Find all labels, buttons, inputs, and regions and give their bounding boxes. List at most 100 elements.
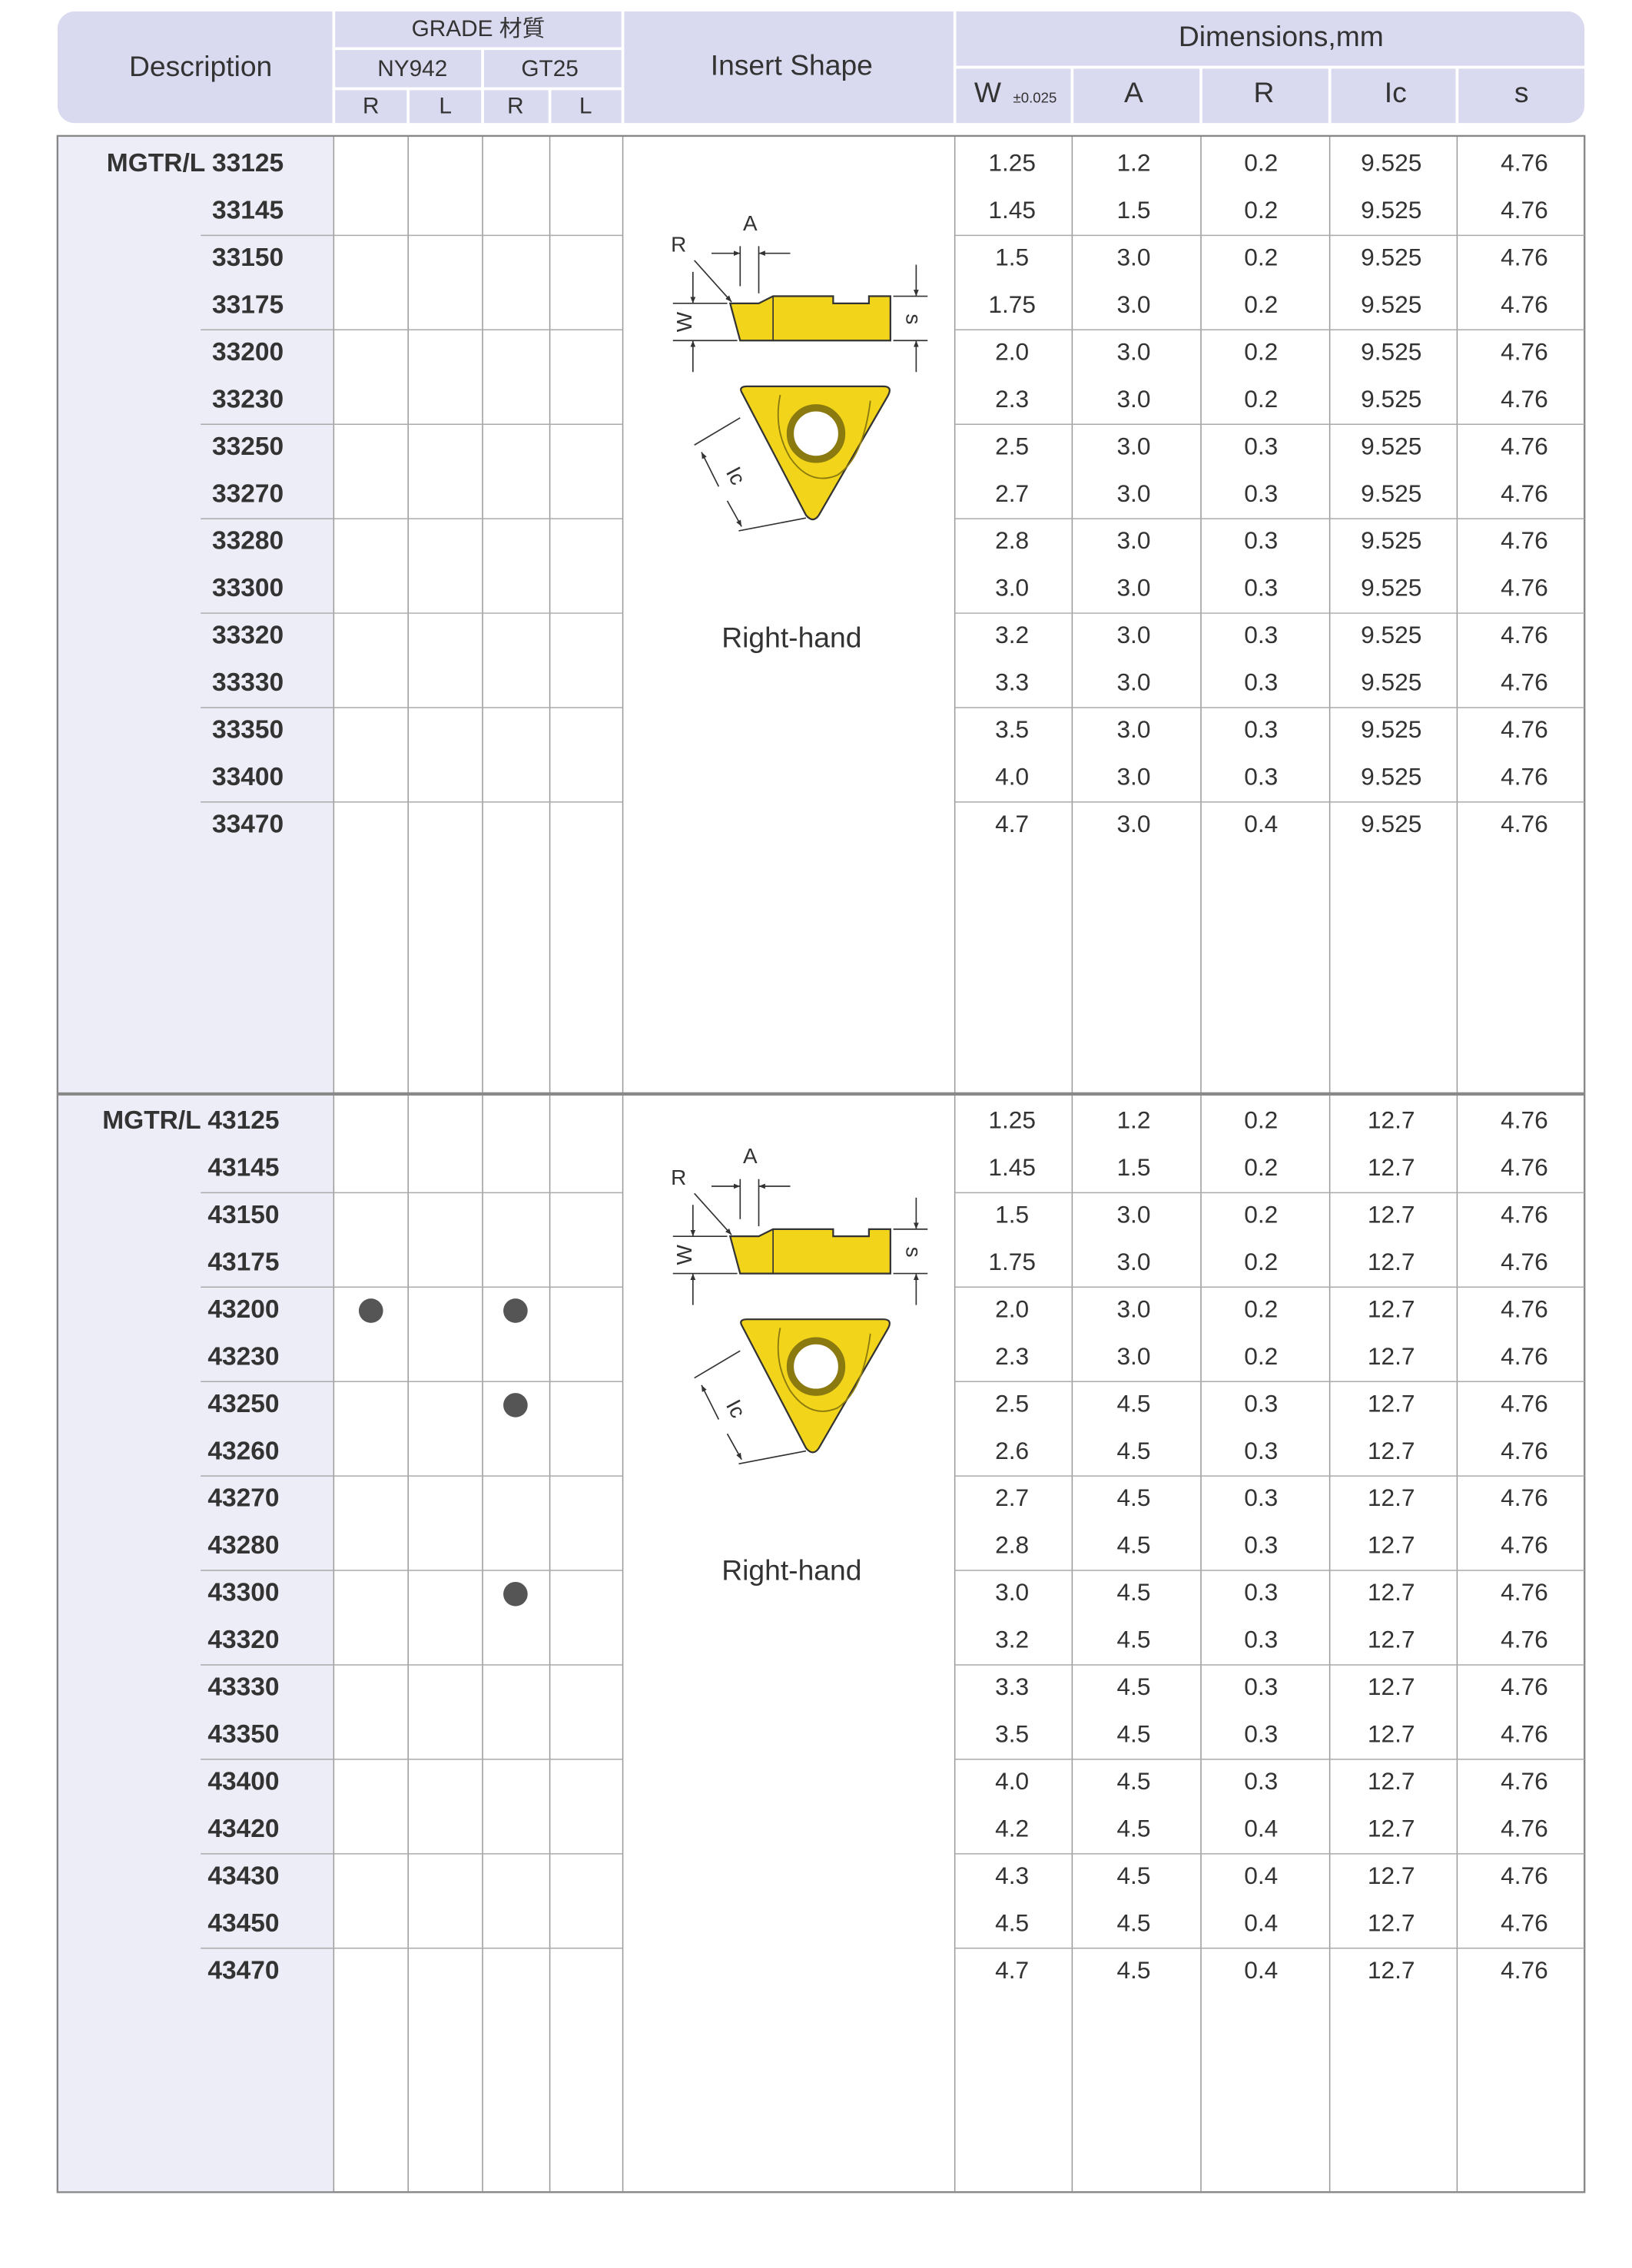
dim-value: 12.7	[1368, 1106, 1415, 1134]
dim-value: 4.76	[1501, 290, 1548, 318]
dim-value: 4.5	[1116, 1578, 1150, 1606]
dim-value: 12.7	[1368, 1531, 1415, 1559]
header-insert-shape: Insert Shape	[711, 48, 873, 81]
dim-value: 3.0	[995, 574, 1029, 602]
dim-value: 3.0	[1116, 479, 1150, 507]
dim-value: 4.76	[1501, 1720, 1548, 1748]
dim-value: 2.6	[995, 1437, 1029, 1464]
dim-value: 4.2	[995, 1814, 1029, 1842]
dim-value: 1.75	[988, 1248, 1036, 1275]
dim-value: 4.76	[1501, 1767, 1548, 1795]
dim-value: 4.5	[1116, 1531, 1150, 1559]
dim-value: 0.3	[1244, 479, 1278, 507]
header-dim: W	[974, 76, 1002, 108]
dim-value: 4.76	[1501, 1578, 1548, 1606]
dim-value: 9.525	[1361, 715, 1421, 743]
dim-value: 0.2	[1244, 1295, 1278, 1322]
header-hand: R	[363, 94, 380, 119]
header-dim: Ic	[1385, 76, 1407, 108]
dim-value: 2.0	[995, 337, 1029, 365]
dim-value: 4.76	[1501, 1626, 1548, 1653]
dim-value: 4.5	[1116, 1720, 1150, 1748]
dim-value: 4.5	[1116, 1673, 1150, 1700]
dim-value: 1.45	[988, 1153, 1036, 1181]
product-code: 43260	[207, 1437, 279, 1465]
dim-value: 4.76	[1501, 1153, 1548, 1181]
dim-value: 12.7	[1368, 1437, 1415, 1464]
dimension-line	[738, 517, 807, 532]
dim-value: 9.525	[1361, 432, 1421, 459]
dimension-line	[738, 1450, 807, 1465]
diagram-label: A	[743, 211, 758, 235]
product-code: 43150	[207, 1201, 279, 1229]
dim-value: 0.2	[1244, 1342, 1278, 1370]
insert-edge	[777, 1328, 871, 1412]
product-code: 33470	[212, 810, 284, 838]
dim-value: 4.5	[1116, 1814, 1150, 1842]
dim-value: 9.525	[1361, 337, 1421, 365]
dim-value: 3.0	[1116, 1248, 1150, 1275]
product-code: 43400	[207, 1767, 279, 1796]
dim-value: 4.7	[995, 1956, 1029, 1984]
dim-value: 3.0	[1116, 810, 1150, 837]
product-code: 33230	[212, 385, 284, 413]
dim-value: 4.76	[1501, 1437, 1548, 1464]
dim-value: 1.5	[1116, 1153, 1150, 1181]
dim-value: 4.76	[1501, 526, 1548, 554]
product-code: 33330	[212, 668, 284, 697]
dimension-line	[701, 1384, 720, 1420]
dim-value: 4.76	[1501, 621, 1548, 648]
dim-value: 12.7	[1368, 1673, 1415, 1700]
dim-value: 3.0	[1116, 337, 1150, 365]
dim-value: 3.0	[1116, 290, 1150, 318]
header-grade-name: NY942	[377, 56, 447, 81]
product-code: 43420	[207, 1815, 279, 1843]
dim-value: 3.0	[1116, 385, 1150, 413]
dim-value: 0.2	[1244, 1106, 1278, 1134]
dim-value: 12.7	[1368, 1295, 1415, 1322]
header-grade: GRADE 材質	[412, 16, 546, 41]
dim-value: 12.7	[1368, 1578, 1415, 1606]
header-hand: L	[439, 94, 452, 119]
dim-value: 2.8	[995, 526, 1029, 554]
dim-value: 12.7	[1368, 1153, 1415, 1181]
dim-value: 4.76	[1501, 479, 1548, 507]
dim-value: 0.3	[1244, 1531, 1278, 1559]
diagram-label: s	[901, 313, 925, 324]
dim-value: 9.525	[1361, 243, 1421, 270]
dim-value: 1.2	[1116, 149, 1150, 177]
dim-value: 1.75	[988, 290, 1036, 318]
dim-value: 2.3	[995, 385, 1029, 413]
dim-value: 2.5	[995, 432, 1029, 459]
dim-value: 9.525	[1361, 196, 1421, 224]
product-code: 43320	[207, 1626, 279, 1654]
dim-value: 1.5	[995, 1200, 1029, 1228]
product-code: 43250	[207, 1390, 279, 1418]
dim-value: 4.5	[1116, 1767, 1150, 1795]
dim-value: 4.5	[1116, 1956, 1150, 1984]
dim-value: 0.3	[1244, 1437, 1278, 1464]
dim-value: 1.25	[988, 149, 1036, 177]
diagram-label: W	[672, 1245, 696, 1265]
dim-value: 3.0	[1116, 715, 1150, 743]
dim-value: 4.76	[1501, 1956, 1548, 1984]
product-code: 43175	[207, 1248, 279, 1276]
dim-value: 2.0	[995, 1295, 1029, 1322]
dim-value: 12.7	[1368, 1720, 1415, 1748]
product-code: MGTR/L 33125	[107, 149, 284, 177]
dimension-line	[701, 452, 720, 487]
dim-value: 2.5	[995, 1389, 1029, 1417]
product-code: MGTR/L 43125	[102, 1106, 279, 1135]
description-bg	[57, 135, 334, 1093]
dim-value: 0.3	[1244, 1767, 1278, 1795]
dim-value: 12.7	[1368, 1248, 1415, 1275]
dim-value: 4.76	[1501, 715, 1548, 743]
dim-value: 0.2	[1244, 1200, 1278, 1228]
dim-value: 4.76	[1501, 1531, 1548, 1559]
section-border	[56, 1093, 1586, 2193]
dim-value: 0.2	[1244, 149, 1278, 177]
description-bg	[57, 1094, 334, 2193]
product-code: 43330	[207, 1673, 279, 1702]
dim-value: 3.2	[995, 1626, 1029, 1653]
dim-value: 4.76	[1501, 1673, 1548, 1700]
